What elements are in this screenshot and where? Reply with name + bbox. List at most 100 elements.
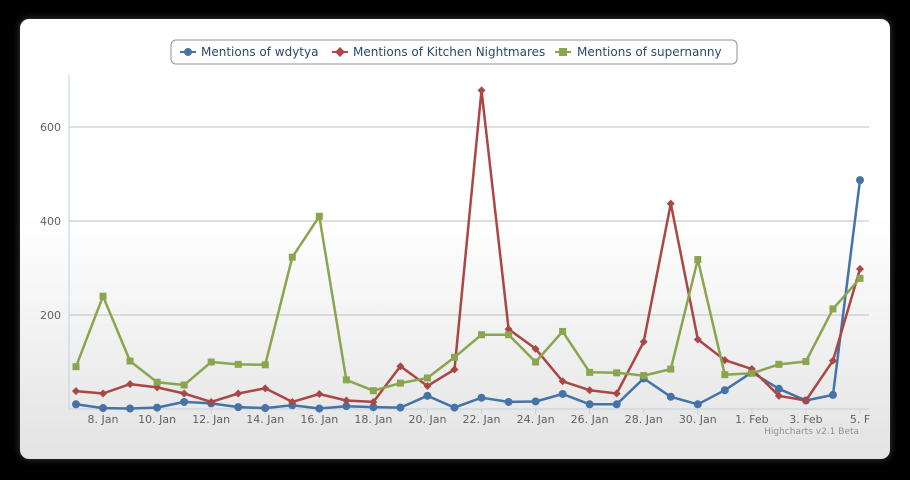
data-point-kitchen-nightmares[interactable] (261, 384, 270, 393)
data-point-supernanny[interactable] (288, 253, 296, 261)
data-point-wdytya[interactable] (180, 397, 189, 406)
data-point-kitchen-nightmares[interactable] (477, 86, 486, 95)
x-tick-label: 24. Jan (517, 413, 555, 426)
data-point-supernanny[interactable] (369, 387, 377, 395)
data-point-kitchen-nightmares[interactable] (774, 391, 783, 400)
x-tick-label: 10. Jan (138, 413, 176, 426)
legend-item-wdytya[interactable]: Mentions of wdytya (180, 45, 318, 59)
series-layer (72, 86, 864, 413)
data-point-kitchen-nightmares[interactable] (612, 389, 621, 398)
data-point-kitchen-nightmares[interactable] (288, 397, 297, 406)
data-point-kitchen-nightmares[interactable] (801, 396, 810, 405)
series-supernanny (72, 212, 864, 395)
data-point-kitchen-nightmares[interactable] (585, 386, 594, 395)
data-point-wdytya[interactable] (531, 397, 540, 406)
data-point-kitchen-nightmares[interactable] (396, 362, 405, 371)
data-point-wdytya[interactable] (261, 404, 270, 413)
data-point-wdytya[interactable] (153, 403, 162, 412)
legend-label-wdytya: Mentions of wdytya (201, 45, 318, 59)
series-wdytya (72, 176, 864, 413)
data-point-supernanny[interactable] (748, 369, 756, 377)
data-point-kitchen-nightmares[interactable] (126, 380, 135, 389)
data-point-supernanny[interactable] (559, 327, 567, 335)
data-point-wdytya[interactable] (666, 392, 675, 401)
data-point-supernanny[interactable] (423, 374, 431, 382)
data-point-wdytya[interactable] (423, 391, 432, 400)
data-point-supernanny[interactable] (694, 256, 702, 264)
data-point-wdytya[interactable] (126, 404, 135, 413)
data-point-wdytya[interactable] (828, 390, 837, 399)
grid-lines (68, 75, 869, 409)
data-point-supernanny[interactable] (126, 357, 134, 365)
data-point-supernanny[interactable] (450, 353, 458, 361)
data-point-kitchen-nightmares[interactable] (531, 344, 540, 353)
data-point-wdytya[interactable] (693, 400, 702, 409)
data-point-supernanny[interactable] (207, 358, 215, 366)
data-point-kitchen-nightmares[interactable] (450, 365, 459, 374)
x-tick-label: 12. Jan (192, 413, 230, 426)
data-point-wdytya[interactable] (99, 404, 108, 413)
series-line-wdytya (74, 178, 862, 410)
data-point-wdytya[interactable] (369, 403, 378, 412)
data-point-supernanny[interactable] (315, 212, 323, 220)
data-point-supernanny[interactable] (586, 368, 594, 376)
data-point-supernanny[interactable] (802, 358, 810, 366)
data-point-supernanny[interactable] (640, 372, 648, 380)
data-point-kitchen-nightmares[interactable] (856, 264, 864, 273)
data-point-kitchen-nightmares[interactable] (315, 389, 324, 398)
credits-label[interactable]: Highcharts v2.1 Beta (764, 427, 859, 437)
x-tick-label: 30. Jan (679, 413, 717, 426)
data-point-kitchen-nightmares[interactable] (693, 335, 702, 344)
data-point-wdytya[interactable] (720, 386, 729, 395)
data-point-wdytya[interactable] (612, 400, 621, 409)
data-point-wdytya[interactable] (856, 176, 864, 185)
data-point-supernanny[interactable] (396, 379, 404, 387)
data-point-supernanny[interactable] (829, 305, 837, 313)
legend: Mentions of wdytya Mentions of Kitchen N… (170, 39, 738, 65)
data-point-supernanny[interactable] (342, 376, 350, 384)
data-point-supernanny[interactable] (261, 361, 269, 369)
data-point-wdytya[interactable] (774, 384, 783, 393)
data-point-supernanny[interactable] (532, 358, 540, 366)
data-point-supernanny[interactable] (613, 369, 621, 377)
data-point-kitchen-nightmares[interactable] (207, 397, 216, 406)
data-point-supernanny[interactable] (234, 360, 242, 368)
data-point-wdytya[interactable] (558, 389, 567, 398)
data-point-supernanny[interactable] (856, 274, 864, 282)
data-point-kitchen-nightmares[interactable] (828, 356, 837, 365)
data-point-supernanny[interactable] (505, 331, 513, 339)
data-point-supernanny[interactable] (667, 365, 675, 373)
y-tick-label: 600 (40, 121, 61, 134)
data-point-supernanny[interactable] (153, 378, 161, 386)
data-point-supernanny[interactable] (180, 381, 188, 389)
data-point-wdytya[interactable] (72, 400, 80, 409)
data-point-supernanny[interactable] (478, 331, 486, 339)
data-point-kitchen-nightmares[interactable] (504, 325, 513, 334)
data-point-wdytya[interactable] (477, 393, 486, 402)
data-point-wdytya[interactable] (342, 402, 351, 411)
data-point-wdytya[interactable] (585, 400, 594, 409)
data-point-kitchen-nightmares[interactable] (558, 377, 567, 386)
data-point-kitchen-nightmares[interactable] (342, 396, 351, 405)
data-point-supernanny[interactable] (775, 360, 783, 368)
x-tick-label: 16. Jan (300, 413, 338, 426)
data-point-kitchen-nightmares[interactable] (666, 199, 675, 208)
data-point-wdytya[interactable] (396, 403, 405, 412)
data-point-kitchen-nightmares[interactable] (72, 387, 80, 396)
data-point-wdytya[interactable] (234, 403, 243, 412)
data-point-supernanny[interactable] (72, 363, 80, 371)
data-point-wdytya[interactable] (450, 403, 459, 412)
data-point-kitchen-nightmares[interactable] (423, 381, 432, 390)
data-point-wdytya[interactable] (504, 397, 513, 406)
data-point-supernanny[interactable] (721, 371, 729, 379)
data-point-supernanny[interactable] (99, 292, 107, 300)
data-point-kitchen-nightmares[interactable] (180, 389, 189, 398)
legend-item-supernanny[interactable]: Mentions of supernanny (555, 45, 722, 59)
legend-label-kitchen-nightmares: Mentions of Kitchen Nightmares (353, 45, 545, 59)
data-point-kitchen-nightmares[interactable] (369, 397, 378, 406)
data-point-kitchen-nightmares[interactable] (234, 389, 243, 398)
data-point-wdytya[interactable] (315, 404, 324, 413)
legend-item-kitchen-nightmares[interactable]: Mentions of Kitchen Nightmares (332, 45, 545, 59)
data-point-kitchen-nightmares[interactable] (99, 389, 108, 398)
data-point-kitchen-nightmares[interactable] (639, 337, 648, 346)
